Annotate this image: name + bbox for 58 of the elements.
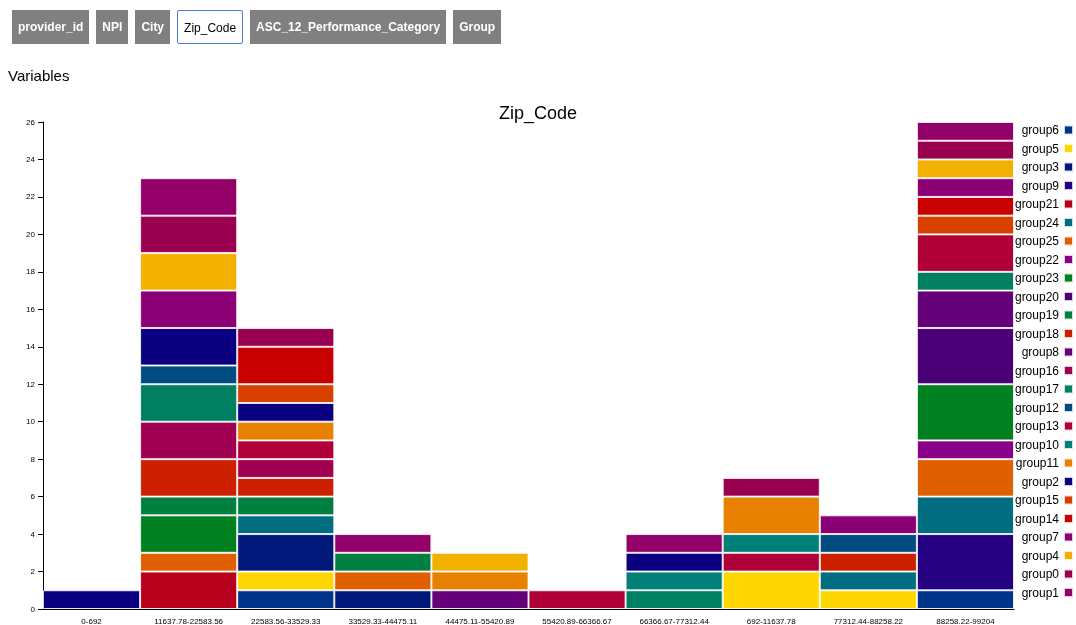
legend-label: group24 [1014, 215, 1060, 230]
y-tick-label: 12 [26, 379, 36, 389]
legend-label: group1 [1021, 585, 1060, 600]
x-tick-label: 0-692 [81, 616, 103, 625]
legend-label: group15 [1014, 493, 1060, 507]
legend-label: group20 [1014, 289, 1060, 304]
y-tick-label: 14 [26, 342, 36, 352]
x-tick-label: 66366.67-77312.44 [639, 616, 710, 625]
x-tick-label: 55420.89-66366.67 [542, 616, 613, 625]
y-tick-label: 24 [26, 154, 36, 164]
legend-label: group7 [1021, 530, 1060, 544]
variable-button: provider_id [12, 10, 90, 44]
x-tick-label: 22583.56-33529.33 [251, 616, 321, 625]
y-tick-label: 18 [26, 267, 36, 277]
legend-label: group12 [1014, 400, 1060, 415]
legend-label: group22 [1014, 252, 1060, 267]
variable-button: Zip_Code [177, 10, 244, 44]
legend-label: group17 [1014, 382, 1060, 396]
x-tick-label: 77312.44-88258.22 [833, 616, 904, 625]
x-tick-label: 44475.11-55420.89 [445, 616, 515, 625]
y-tick-label: 16 [26, 304, 36, 314]
variable-button: Group [453, 10, 502, 44]
legend-label: group13 [1014, 419, 1060, 433]
x-tick-label: 692-11637.78 [746, 616, 797, 625]
chart-title: Zip_Code [498, 103, 578, 124]
legend-label: group2 [1021, 474, 1060, 489]
x-tick-label: 88258.22-99204 [936, 616, 996, 625]
y-tick-label: 4 [30, 529, 36, 539]
x-tick-label: 33529.33-44475.11 [348, 616, 418, 625]
variable-button: ASC_12_Performance_Category [250, 10, 447, 44]
y-tick-label: 22 [26, 192, 36, 202]
legend-label: group4 [1021, 548, 1060, 563]
legend-label: group3 [1021, 160, 1060, 174]
legend-label: group19 [1014, 308, 1060, 322]
legend-label: group21 [1014, 197, 1060, 211]
y-tick-label: 2 [30, 567, 36, 577]
legend-label: group9 [1021, 178, 1060, 193]
legend-label: group8 [1021, 345, 1060, 359]
legend-label: group25 [1014, 234, 1060, 248]
y-tick-label: 20 [26, 229, 36, 239]
x-tick-label: 11637.78-22583.56 [154, 616, 224, 625]
y-tick-label: 6 [30, 492, 36, 502]
legend-label: group18 [1014, 326, 1060, 341]
legend-label: group0 [1021, 567, 1060, 581]
y-tick-label: 26 [26, 117, 36, 127]
variable-button: City [135, 10, 171, 44]
legend-label: group5 [1021, 141, 1060, 156]
text: Variables [8, 67, 70, 84]
y-tick-label: 0 [30, 604, 36, 614]
legend-label: group16 [1014, 363, 1060, 378]
legend-label: group10 [1014, 437, 1060, 452]
legend-label: group14 [1014, 511, 1060, 526]
variable-button: NPI [96, 10, 129, 44]
y-tick-label: 8 [30, 454, 36, 464]
legend-label: group6 [1021, 123, 1060, 137]
legend-label: group23 [1014, 271, 1060, 285]
y-tick-label: 10 [26, 417, 36, 427]
legend-label: group11 [1015, 456, 1060, 470]
